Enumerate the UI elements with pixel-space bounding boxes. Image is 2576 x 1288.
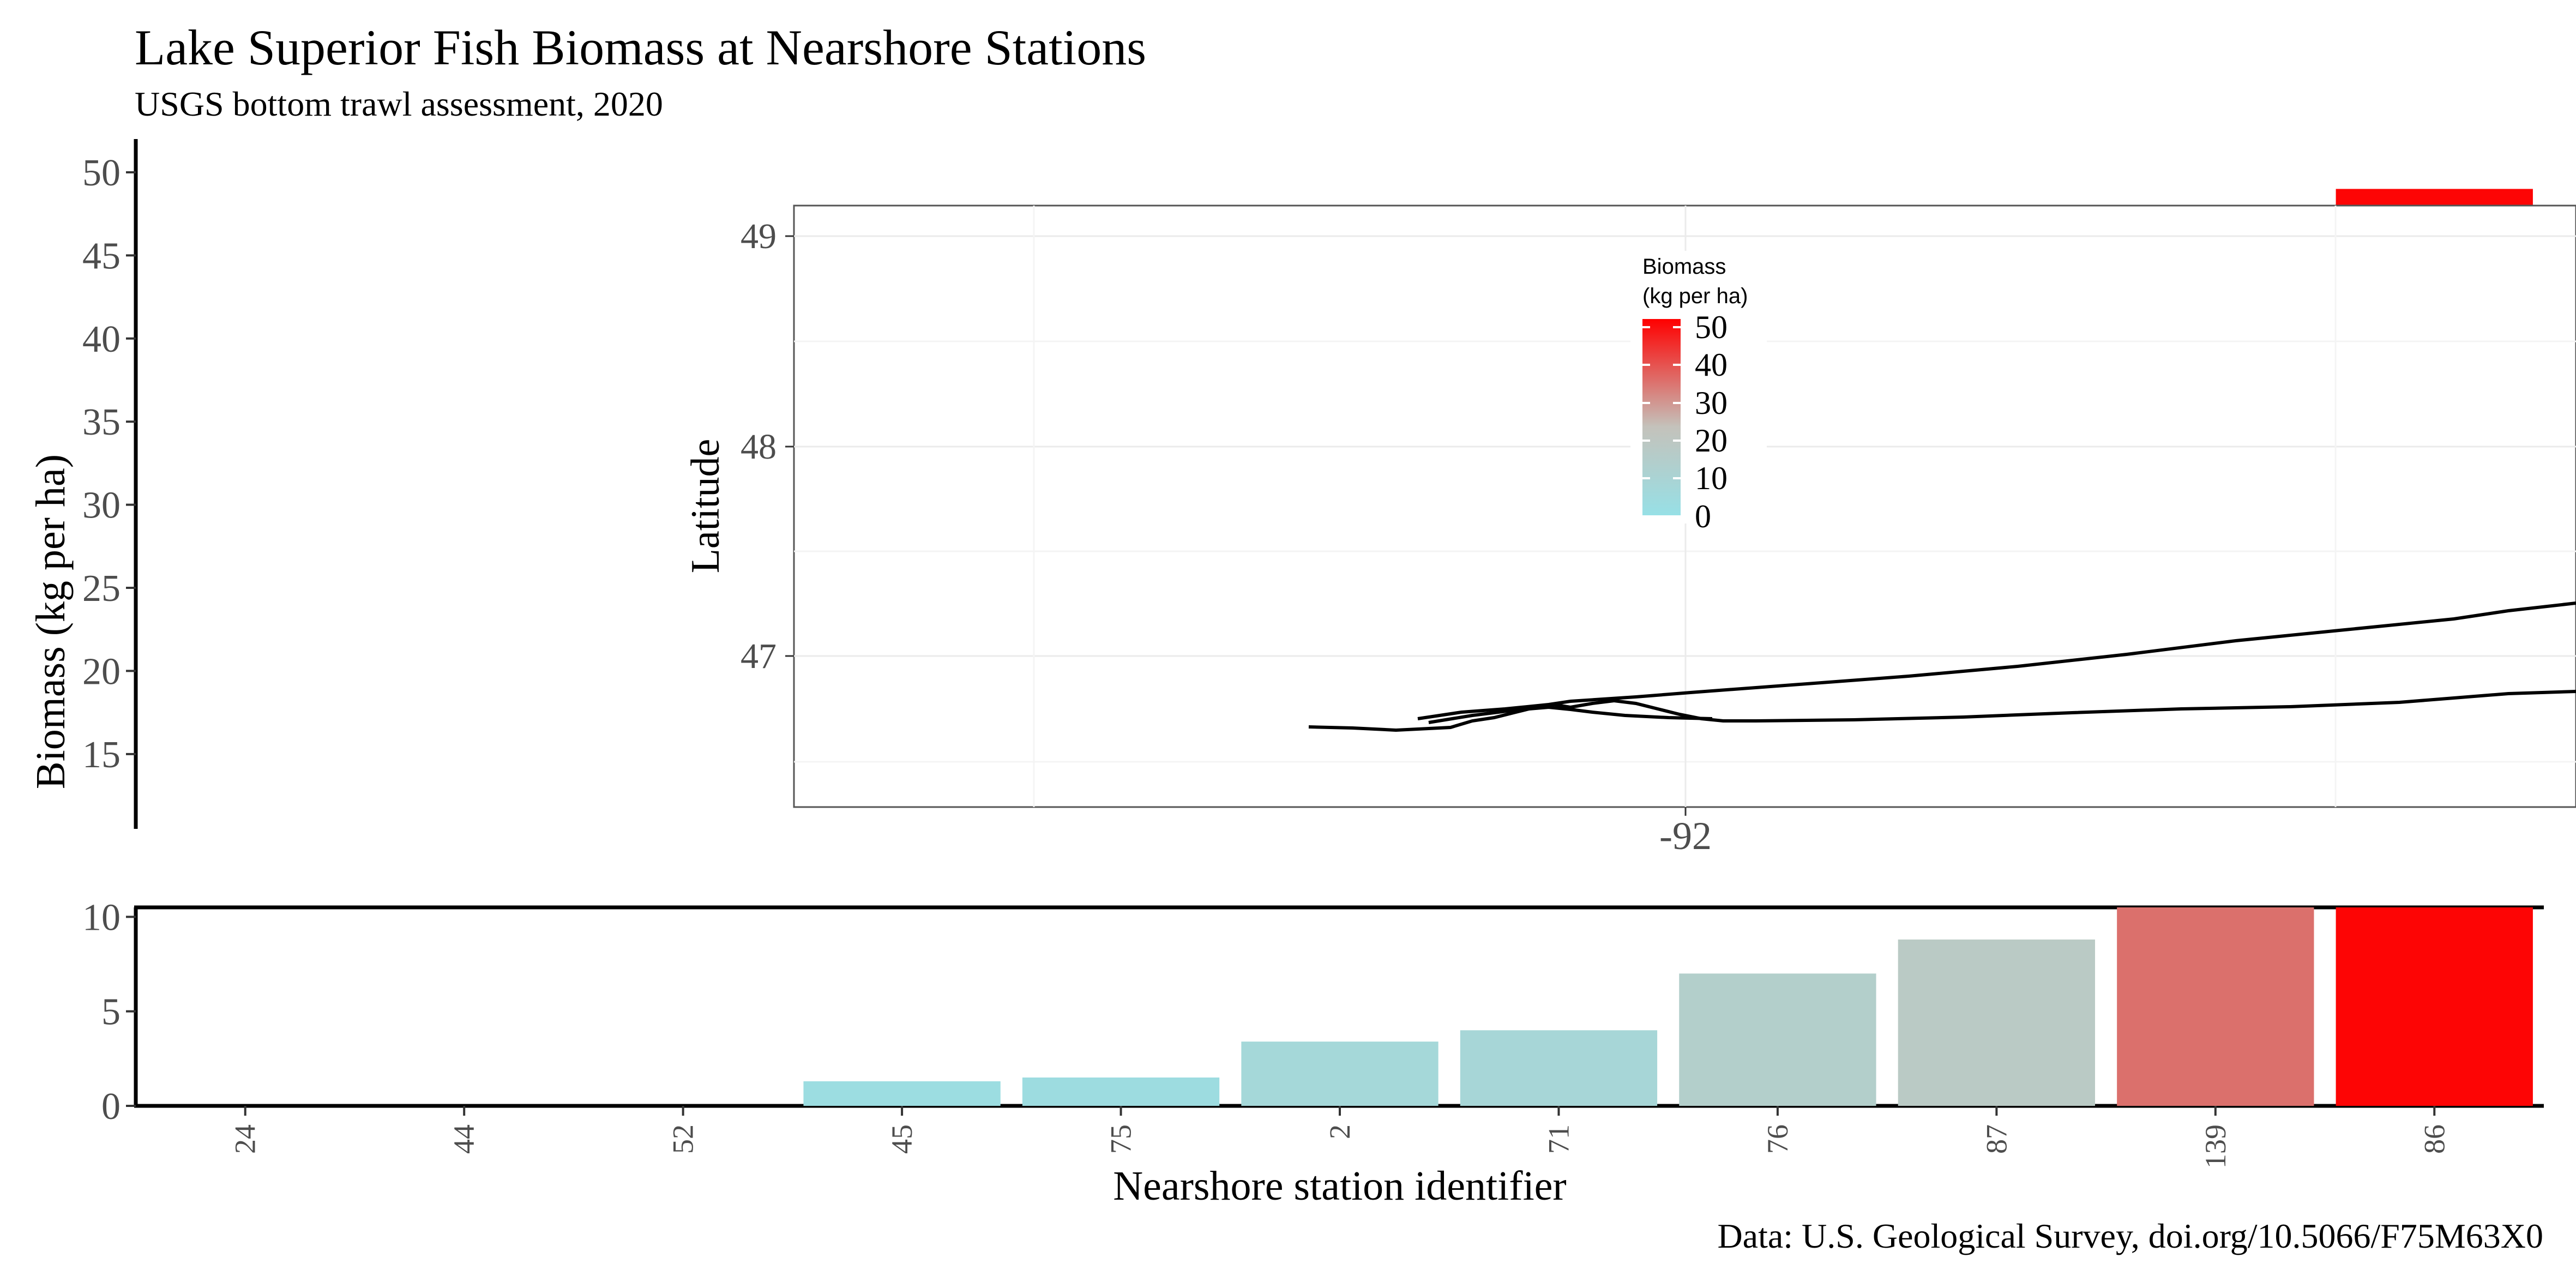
y-tick-label-0: 0	[101, 1086, 121, 1128]
bar-station-2	[1241, 1042, 1439, 1106]
x-tick-label-71: 71	[1542, 1124, 1575, 1154]
x-tick-label-2: 2	[1323, 1124, 1356, 1139]
x-tick-label-87: 87	[1980, 1124, 2013, 1154]
chart-subtitle: USGS bottom trawl assessment, 2020	[135, 85, 663, 123]
legend-tick-40: 40	[1695, 347, 1728, 383]
caption: Data: U.S. Geological Survey, doi.org/10…	[1717, 1217, 2543, 1255]
x-tick-label-45: 45	[886, 1124, 918, 1154]
y-tick-label-5: 5	[101, 991, 121, 1033]
legend-tick-30: 30	[1695, 385, 1728, 421]
x-axis-ticks: 24 44 52 45 75 2 71 76 87 139 86	[229, 1106, 2451, 1169]
bar-station-86	[2336, 907, 2533, 1106]
legend: Biomass (kg per ha) 50 40 30 20 10 0	[1630, 251, 1767, 534]
y-axis-label: Biomass (kg per ha)	[28, 454, 74, 789]
inset-y-tick-47: 47	[741, 636, 777, 676]
bar-station-71	[1460, 1030, 1658, 1106]
x-tick-label-44: 44	[448, 1124, 480, 1154]
y-tick-label-25: 25	[82, 568, 121, 610]
y-tick-label-40: 40	[82, 318, 121, 360]
inset-y-axis-label: Latitude	[683, 439, 728, 574]
legend-tick-50: 50	[1695, 309, 1728, 345]
legend-tick-0: 0	[1695, 498, 1711, 534]
x-tick-label-24: 24	[229, 1124, 262, 1154]
y-tick-label-15: 15	[82, 734, 121, 776]
bar-station-139	[2117, 907, 2314, 1106]
legend-tick-20: 20	[1695, 423, 1728, 459]
legend-title-line2: (kg per ha)	[1642, 284, 1748, 308]
y-tick-label-50: 50	[82, 152, 121, 194]
legend-colorbar	[1642, 319, 1681, 515]
inset-map: 49 48 47 -92 Latitude Biomass (kg per ha…	[683, 204, 2576, 858]
x-tick-label-75: 75	[1105, 1124, 1137, 1154]
inset-map-grid	[794, 206, 2576, 807]
bar-station-76	[1679, 973, 1876, 1106]
inset-y-tick-48: 48	[741, 427, 777, 467]
x-tick-label-139: 139	[2199, 1124, 2232, 1169]
x-tick-label-86: 86	[2418, 1124, 2451, 1154]
y-tick-label-10: 10	[82, 896, 121, 938]
legend-title-line1: Biomass	[1642, 255, 1726, 279]
y-tick-label-45: 45	[82, 235, 121, 277]
y-axis-ticks: 0 5 10 15 20 25 30 35 40 45 50	[82, 152, 136, 1128]
y-tick-label-30: 30	[82, 485, 121, 527]
x-axis-label: Nearshore station identifier	[1113, 1163, 1566, 1209]
legend-tick-10: 10	[1695, 460, 1728, 496]
bar-station-87	[1898, 939, 2096, 1106]
bar-station-75	[1022, 1078, 1220, 1106]
bar-station-45	[803, 1081, 1001, 1106]
x-tick-label-52: 52	[667, 1124, 700, 1154]
y-tick-label-20: 20	[82, 651, 121, 693]
inset-map-shoreline	[1308, 601, 2576, 732]
x-tick-label-76: 76	[1761, 1124, 1794, 1154]
inset-x-tick-neg92: -92	[1659, 814, 1712, 858]
inset-y-tick-49: 49	[741, 216, 777, 256]
y-tick-label-35: 35	[82, 401, 121, 443]
chart-title: Lake Superior Fish Biomass at Nearshore …	[135, 20, 1146, 75]
